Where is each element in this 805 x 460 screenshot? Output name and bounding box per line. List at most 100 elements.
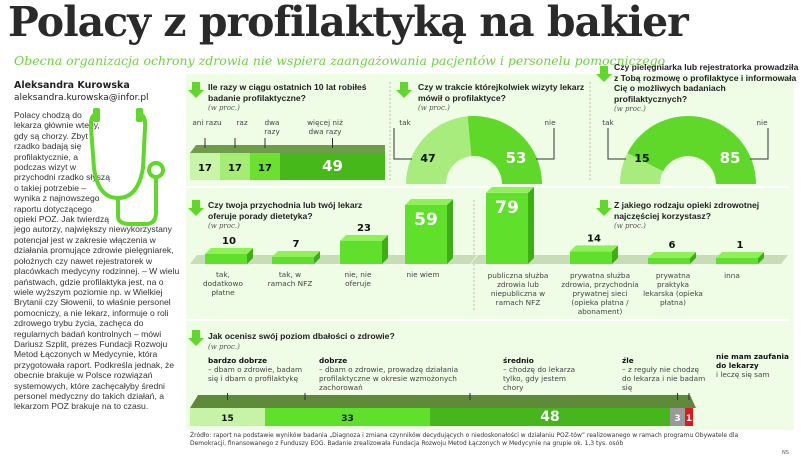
value-label: 7 bbox=[293, 239, 300, 250]
donut-segment bbox=[620, 153, 664, 184]
value-label: 49 bbox=[322, 157, 343, 175]
q6-label: bardzo dobrze – dbam o zdrowie, badam się… bbox=[208, 356, 303, 383]
leader-line bbox=[393, 128, 412, 160]
value-label: 1 bbox=[686, 414, 692, 424]
arrow-down-icon bbox=[596, 200, 612, 216]
bar-side bbox=[612, 245, 618, 264]
stethoscope-icon bbox=[88, 108, 165, 226]
stack-segment bbox=[685, 408, 693, 426]
author-email[interactable]: aleksandra.kurowska@infor.pl bbox=[14, 93, 149, 103]
q4-label: nie, nie oferuje bbox=[344, 270, 372, 288]
bar bbox=[340, 241, 382, 264]
bar-side bbox=[690, 252, 696, 264]
q1-label: dwa razy bbox=[264, 118, 280, 136]
q1-unit: (w proc.) bbox=[208, 104, 240, 112]
arrow-down-icon bbox=[188, 330, 204, 346]
stack-segment bbox=[265, 408, 430, 426]
bar-top bbox=[648, 252, 696, 258]
q5-label: publiczna służba zdrowia lub niepubliczn… bbox=[487, 271, 549, 307]
q3-heading: Czy pielęgniarka lub rejestratorka prowa… bbox=[614, 62, 799, 113]
q5-label: inna bbox=[724, 271, 740, 280]
q4-unit: (w proc.) bbox=[208, 222, 240, 230]
bar-side bbox=[314, 251, 320, 264]
value-label: 23 bbox=[357, 223, 371, 234]
q6-label: źle – z reguły nie chodzę do lekarza i ni… bbox=[622, 356, 706, 392]
bar-side bbox=[758, 252, 764, 264]
bar bbox=[716, 258, 758, 264]
leader-line bbox=[750, 128, 769, 160]
stack-segment bbox=[280, 153, 385, 180]
bar bbox=[570, 251, 612, 264]
leader-line bbox=[536, 128, 555, 160]
value-label: 48 bbox=[540, 409, 559, 425]
stack-segment bbox=[190, 408, 265, 426]
arrow-down-icon bbox=[188, 82, 204, 98]
credit: NS bbox=[782, 450, 789, 456]
stack-segment bbox=[430, 408, 670, 426]
q3-label-tak: tak bbox=[602, 118, 614, 127]
article-lead: Polacy chodzą do lekarza głównie wtedy, … bbox=[14, 110, 111, 193]
value-label: 79 bbox=[495, 198, 519, 218]
q6-label: nie mam zaufania do lekarzy i leczę się s… bbox=[716, 352, 789, 379]
bar bbox=[272, 257, 314, 264]
q1-heading: Ile razy w ciągu ostatnich 10 lat robiłe… bbox=[208, 82, 383, 112]
q3-unit: (w proc.) bbox=[614, 105, 646, 113]
q2-title: Czy w trakcie którejkolwiek wizyty lekar… bbox=[418, 82, 585, 103]
bar-top bbox=[716, 252, 764, 258]
leader-line bbox=[607, 128, 626, 160]
value-label: 10 bbox=[222, 236, 236, 247]
bar-top bbox=[405, 199, 453, 205]
q3-title: Czy pielęgniarka lub rejestratorka prowa… bbox=[614, 62, 799, 104]
q6-title: Jak ocenisz swój poziom dbałości o zdrow… bbox=[208, 331, 395, 341]
value-label: 15 bbox=[634, 152, 649, 165]
value-label: 6 bbox=[669, 240, 676, 251]
bar-side bbox=[528, 186, 534, 264]
stack-segment bbox=[190, 153, 220, 180]
q2-heading: Czy w trakcie którejkolwiek wizyty lekar… bbox=[418, 82, 588, 112]
value-label: 47 bbox=[420, 152, 435, 165]
q4-label: tak, w ramach NFZ bbox=[267, 270, 313, 288]
value-label: 85 bbox=[720, 149, 741, 167]
q5-title: Z jakiego rodzaju opieki zdrowotnej najc… bbox=[614, 200, 760, 221]
value-label: 14 bbox=[587, 233, 601, 244]
q6-label: dobrze – dbam o zdrowie, prowadzę działan… bbox=[319, 356, 459, 392]
bar bbox=[486, 192, 528, 264]
q3-label-nie: nie bbox=[756, 118, 768, 127]
arrow-down-icon bbox=[596, 66, 612, 82]
q6-heading: Jak ocenisz swój poziom dbałości o zdrow… bbox=[208, 331, 508, 351]
bar-top bbox=[190, 145, 385, 153]
article-body: – wynika z najnowszego raportu dotyczące… bbox=[14, 182, 180, 412]
subtitle: Obecna organizacja ochrony zdrowia nie w… bbox=[14, 53, 666, 68]
q6-label: średnio – chodzę do lekarza tylko, gdy je… bbox=[503, 356, 576, 392]
page-title: Polacy z profilaktyką na bakier bbox=[8, 0, 689, 46]
bar-top bbox=[486, 186, 534, 193]
q4-title: Czy twoja przychodnia lub twój lekarz of… bbox=[208, 200, 363, 221]
bar-top bbox=[190, 395, 696, 408]
q4-heading: Czy twoja przychodnia lub twój lekarz of… bbox=[208, 200, 388, 230]
bar bbox=[205, 254, 247, 264]
bar-side bbox=[247, 248, 253, 264]
bar-top bbox=[272, 251, 320, 257]
bar-side bbox=[382, 235, 388, 264]
value-label: 17 bbox=[198, 163, 212, 174]
q1-title: Ile razy w ciągu ostatnich 10 lat robiłe… bbox=[208, 82, 367, 103]
value-label: 53 bbox=[506, 149, 527, 167]
q6-unit: (w proc.) bbox=[208, 342, 240, 351]
value-label: 17 bbox=[258, 163, 272, 174]
arrow-down-icon bbox=[188, 200, 204, 216]
author-name: Aleksandra Kurowska bbox=[14, 80, 130, 91]
value-label: 3 bbox=[674, 414, 680, 424]
value-label: 33 bbox=[341, 414, 354, 424]
bar bbox=[405, 205, 447, 264]
stack-segment bbox=[220, 153, 250, 180]
article-text: Polacy chodzą do lekarza głównie wtedy, … bbox=[14, 110, 182, 412]
source-note: Źródło: raport na podstawie wyników bada… bbox=[190, 432, 739, 447]
stack-segment bbox=[250, 153, 280, 180]
value-label: 15 bbox=[221, 414, 234, 424]
bar-top bbox=[340, 235, 388, 241]
stack-segment bbox=[670, 408, 685, 426]
q2-label-nie: nie bbox=[544, 118, 556, 127]
q4-label: nie wiem bbox=[406, 270, 440, 279]
donut-segment bbox=[627, 116, 756, 184]
